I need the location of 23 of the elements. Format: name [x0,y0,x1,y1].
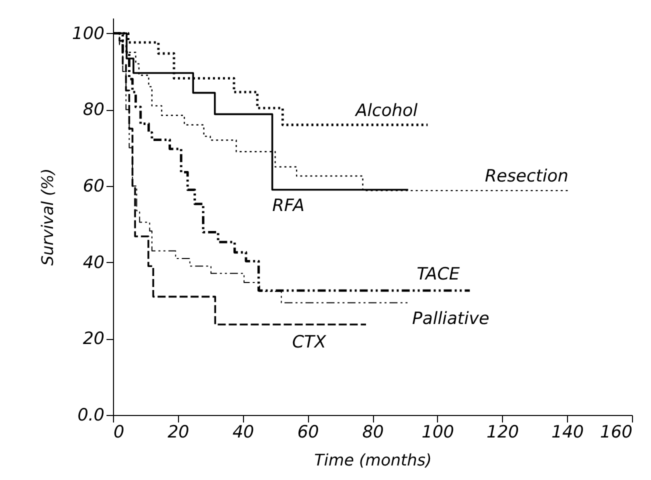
series-label: Palliative [412,308,490,329]
x-tick-label: 80 [362,422,384,442]
x-tick-label: 120 [486,422,519,442]
series-label: TACE [416,264,460,285]
series-label: Alcohol [354,100,418,121]
series-label: RFA [272,196,305,216]
x-tick-label: 160 [600,422,632,442]
x-tick-label: 20 [168,422,190,442]
x-tick-label: 100 [422,422,454,442]
y-tick-label: 60 [82,176,104,196]
y-tick-label: 80 [82,100,104,120]
y-tick-label: 40 [82,252,104,273]
x-tick-label: 40 [232,422,254,442]
y-tick-label: 100 [72,24,104,44]
x-tick-label: 0 [114,422,124,442]
y-tick-label: 0.0 [77,406,104,426]
x-tick-label: 140 [551,422,584,442]
series-label: Resection [484,166,568,187]
y-tick-label: 20 [82,329,104,350]
series-label: CTX [292,332,326,353]
x-tick-label: 60 [297,422,319,442]
y-axis-title: Survival (%) [38,168,58,266]
x-axis-title: Time (months) [314,450,432,470]
